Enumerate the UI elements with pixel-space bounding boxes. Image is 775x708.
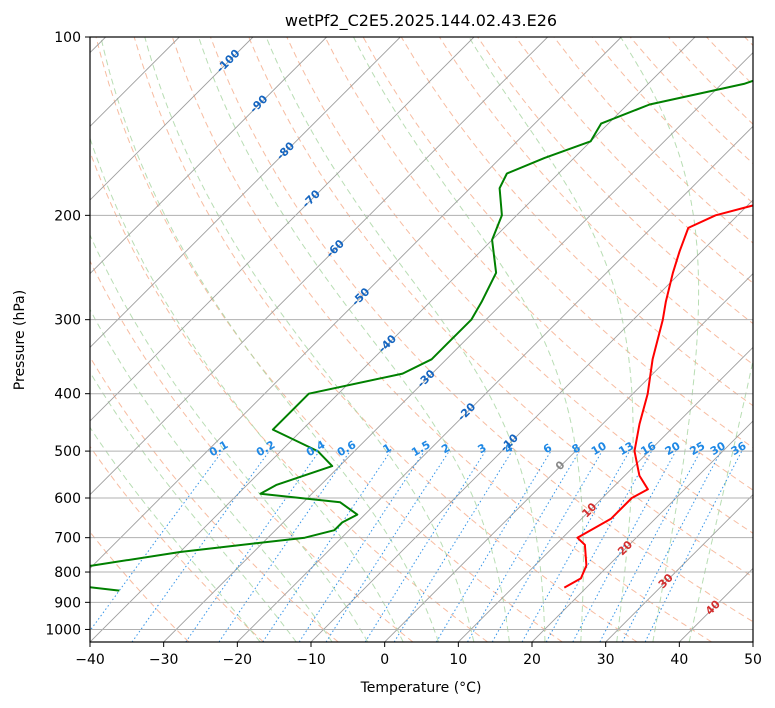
y-tick-label: 400 xyxy=(54,387,81,403)
moist-adiabat xyxy=(144,37,475,642)
dry-adiabat xyxy=(324,37,753,491)
x-tick-label: −30 xyxy=(149,652,179,668)
moist-adiabat xyxy=(90,371,297,642)
mixing-ratio-line xyxy=(185,450,320,642)
dry-adiabat xyxy=(286,37,753,534)
x-tick-label: 20 xyxy=(523,652,541,668)
moist-adiabat xyxy=(90,233,369,642)
y-tick-label: 900 xyxy=(54,595,81,611)
dry-adiabat xyxy=(171,37,712,642)
dewpoint-profile-line xyxy=(90,79,753,592)
moist-adiabat xyxy=(353,37,584,642)
y-axis-title: Pressure (hPa) xyxy=(12,290,28,390)
moist-adiabat xyxy=(90,136,404,642)
dry-adiabat xyxy=(90,259,414,642)
y-tick-label: 1000 xyxy=(45,622,81,638)
mixing-ratio-line xyxy=(572,450,677,642)
x-tick-label: −40 xyxy=(75,652,105,668)
moist-adiabat xyxy=(265,37,546,642)
mixing-ratio-line xyxy=(131,450,270,642)
x-tick-label: 30 xyxy=(597,652,615,668)
mixing-ratio-line xyxy=(262,450,392,642)
dry-adiabat xyxy=(90,445,264,642)
isotherm-line xyxy=(90,37,622,569)
temperature-profile-line xyxy=(563,204,753,589)
moist-adiabat xyxy=(620,37,700,642)
y-tick-label: 100 xyxy=(54,30,81,46)
isotherm-line xyxy=(531,420,753,642)
isotherm-line xyxy=(310,199,753,642)
moist-adiabat xyxy=(688,358,753,642)
y-tick-label: 500 xyxy=(54,444,81,460)
plot-area xyxy=(90,37,753,642)
moist-adiabat xyxy=(90,308,333,642)
isotherm-line xyxy=(90,37,401,348)
dry-adiabat xyxy=(210,37,753,623)
axis-ticks: −40 −30 −20 −10 0 10 20 30 40 50 100 200 300 400 500 60… xyxy=(45,30,762,668)
x-tick-label: 10 xyxy=(449,652,467,668)
isotherm-line xyxy=(605,494,753,642)
isotherm-line xyxy=(90,37,548,496)
dry-adiabat xyxy=(95,37,563,642)
y-tick-label: 200 xyxy=(54,208,81,224)
y-tick-label: 300 xyxy=(54,313,81,329)
x-tick-label: −10 xyxy=(296,652,326,668)
profile-series xyxy=(90,79,753,592)
dry-adiabat xyxy=(90,356,339,642)
x-tick-label: 0 xyxy=(380,652,389,668)
chart-title: wetPf2_C2E5.2025.144.02.43.E26 xyxy=(285,11,557,31)
gridlines xyxy=(90,37,753,630)
x-tick-label: 40 xyxy=(670,652,688,668)
x-tick-label: −20 xyxy=(223,652,253,668)
x-axis-title: Temperature (°C) xyxy=(360,680,482,696)
isotherm-line xyxy=(237,125,753,642)
reference-lines xyxy=(90,37,753,642)
mixing-ratio-line xyxy=(90,450,223,632)
y-tick-label: 600 xyxy=(54,491,81,507)
mixing-ratio-line xyxy=(218,450,351,642)
isotherm-line xyxy=(90,37,696,642)
isotherm-line xyxy=(90,37,327,275)
mixing-ratio-line xyxy=(325,450,450,642)
x-tick-label: 50 xyxy=(744,652,762,668)
y-tick-label: 700 xyxy=(54,531,81,547)
moist-adiabat xyxy=(198,37,510,642)
mixing-ratio-line xyxy=(298,450,425,642)
dry-adiabat xyxy=(133,37,638,642)
plot-frame xyxy=(89,36,754,643)
y-tick-label: 800 xyxy=(54,565,81,581)
isotherm-line xyxy=(384,273,753,642)
dry-adiabat xyxy=(248,37,753,578)
moist-adiabat xyxy=(100,37,439,642)
mixing-ratio-line xyxy=(521,450,630,642)
mixing-ratio-line xyxy=(393,450,513,642)
mixing-ratio-line xyxy=(644,450,743,642)
isotherm-line xyxy=(458,346,753,642)
isotherm-line xyxy=(90,37,475,422)
isotherm-line xyxy=(163,52,753,642)
moist-adiabat xyxy=(90,426,261,642)
mixing-ratio-line xyxy=(545,450,653,642)
dry-adiabat xyxy=(515,37,753,284)
isotherm-line xyxy=(90,37,254,201)
